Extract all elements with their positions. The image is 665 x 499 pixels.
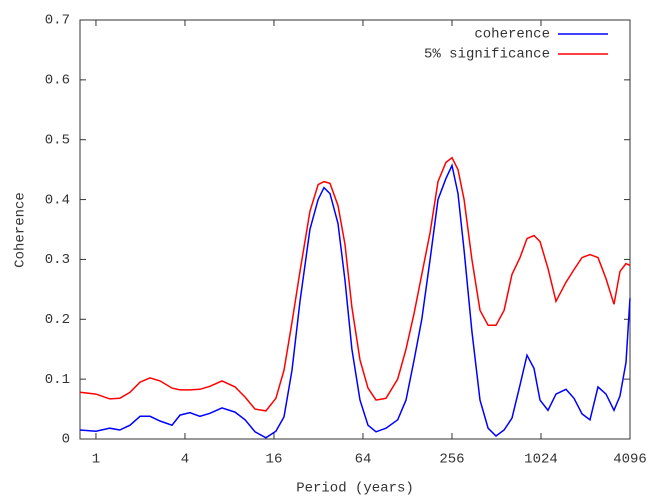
series-line	[79, 156, 631, 412]
legend-label: coherence	[474, 27, 550, 43]
y-tick-label: 0.5	[45, 132, 70, 148]
y-tick-label: 0	[62, 432, 70, 448]
y-tick-label: 0.7	[45, 13, 70, 29]
x-tick-label: 256	[439, 452, 464, 468]
y-tick-label: 0.6	[45, 73, 70, 89]
y-tick-label: 0.4	[45, 192, 70, 208]
plot-frame	[79, 19, 631, 440]
y-axis-label: Coherence	[13, 192, 29, 268]
x-tick-label: 4096	[613, 452, 647, 468]
y-tick-label: 0.3	[45, 252, 70, 268]
x-tick-label: 1024	[524, 452, 558, 468]
series-line	[79, 163, 631, 439]
x-tick-label: 4	[181, 452, 189, 468]
x-tick-label: 16	[266, 452, 283, 468]
x-tick-label: 64	[355, 452, 372, 468]
y-tick-label: 0.1	[45, 372, 70, 388]
x-tick-label: 1	[92, 452, 100, 468]
legend-label: 5% significance	[424, 47, 550, 63]
y-tick-label: 0.2	[45, 312, 70, 328]
x-axis-label: Period (years)	[296, 481, 414, 497]
